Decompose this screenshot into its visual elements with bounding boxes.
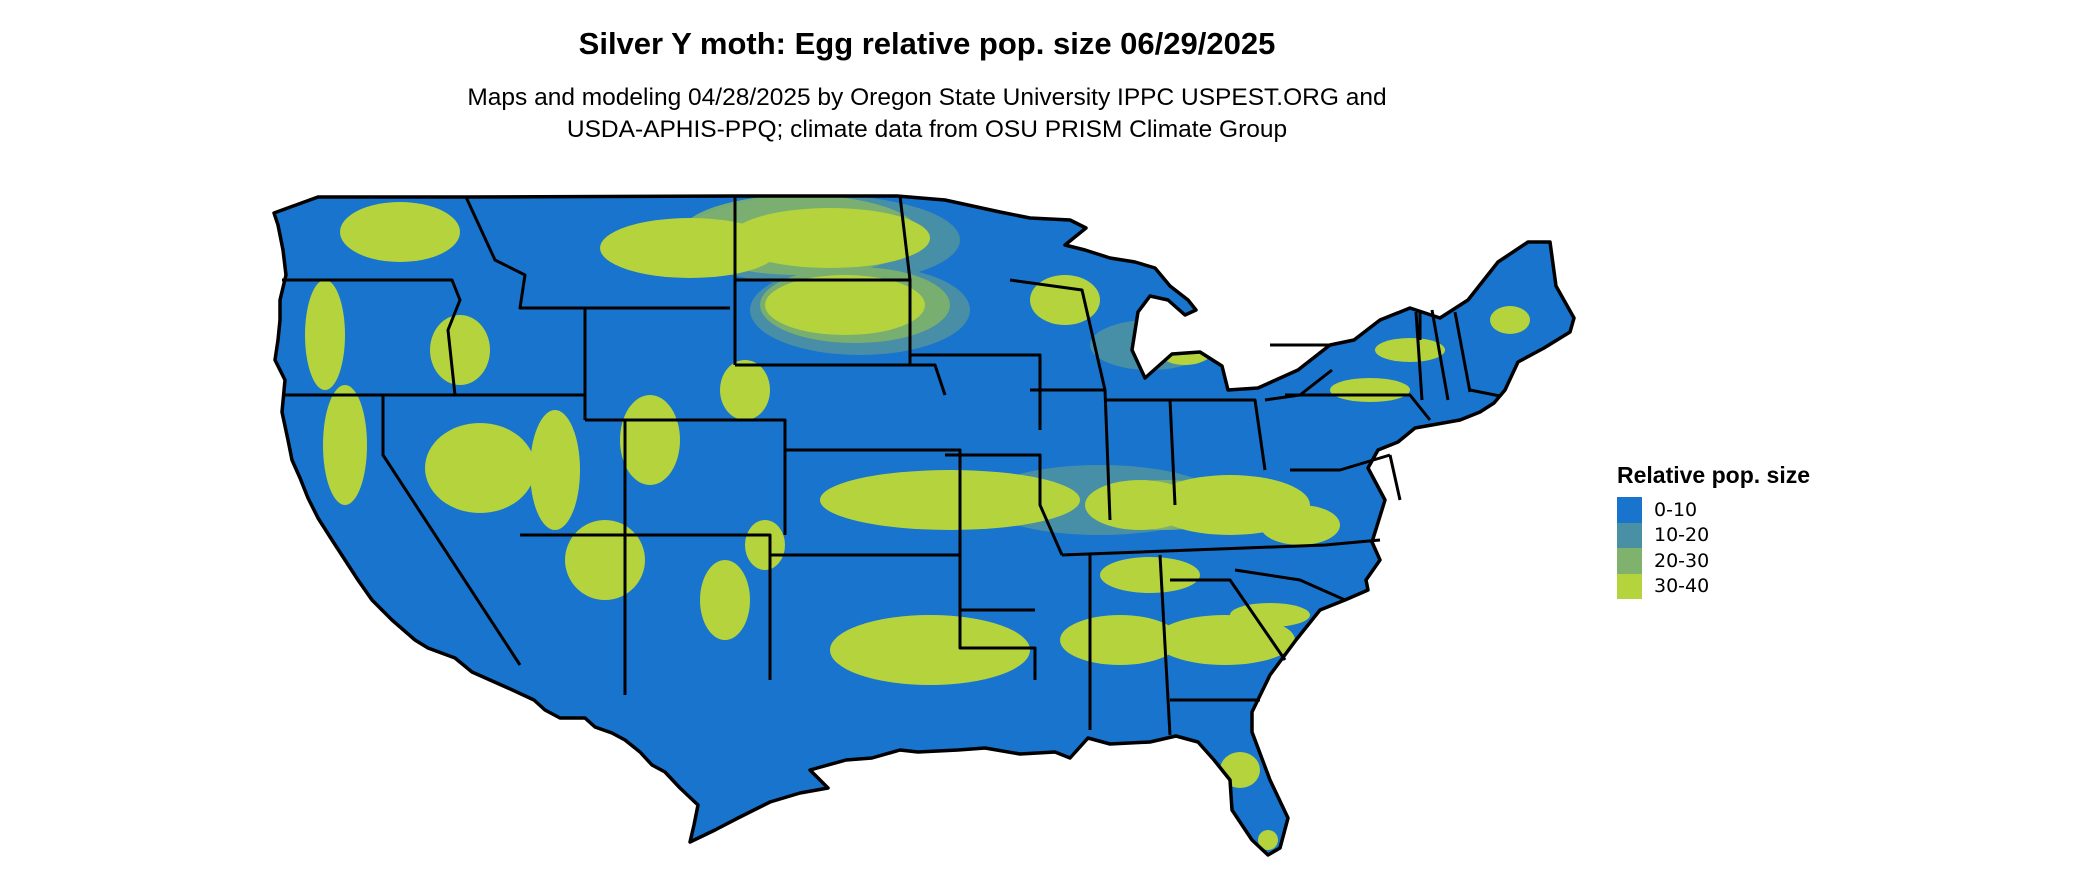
legend-label: 0-10 [1654,498,1698,521]
legend-swatch [1617,573,1642,599]
map-subtitle-line-2: USDA-APHIS-PPQ; climate data from OSU PR… [566,116,1288,143]
map-title: Silver Y moth: Egg relative pop. size 06… [578,26,1276,61]
legend-item: 30-40 [1617,573,1810,599]
legend-label: 20-30 [1654,549,1710,572]
legend-item: 20-30 [1617,548,1810,574]
legend-label: 30-40 [1654,575,1710,598]
state-borders [282,195,1501,736]
legend-label: 10-20 [1654,524,1710,547]
map-subtitle-line-1: Maps and modeling 04/28/2025 by Oregon S… [467,84,1387,111]
legend-swatch [1617,522,1642,548]
legend-item: 0-10 [1617,497,1810,523]
legend: Relative pop. size 0-10 10-20 20-30 30-4… [1617,462,1810,599]
population-zones [305,196,1530,850]
legend-title: Relative pop. size [1617,462,1811,488]
legend-swatch [1617,497,1642,523]
legend-swatch [1617,548,1642,574]
legend-item: 10-20 [1617,522,1810,548]
